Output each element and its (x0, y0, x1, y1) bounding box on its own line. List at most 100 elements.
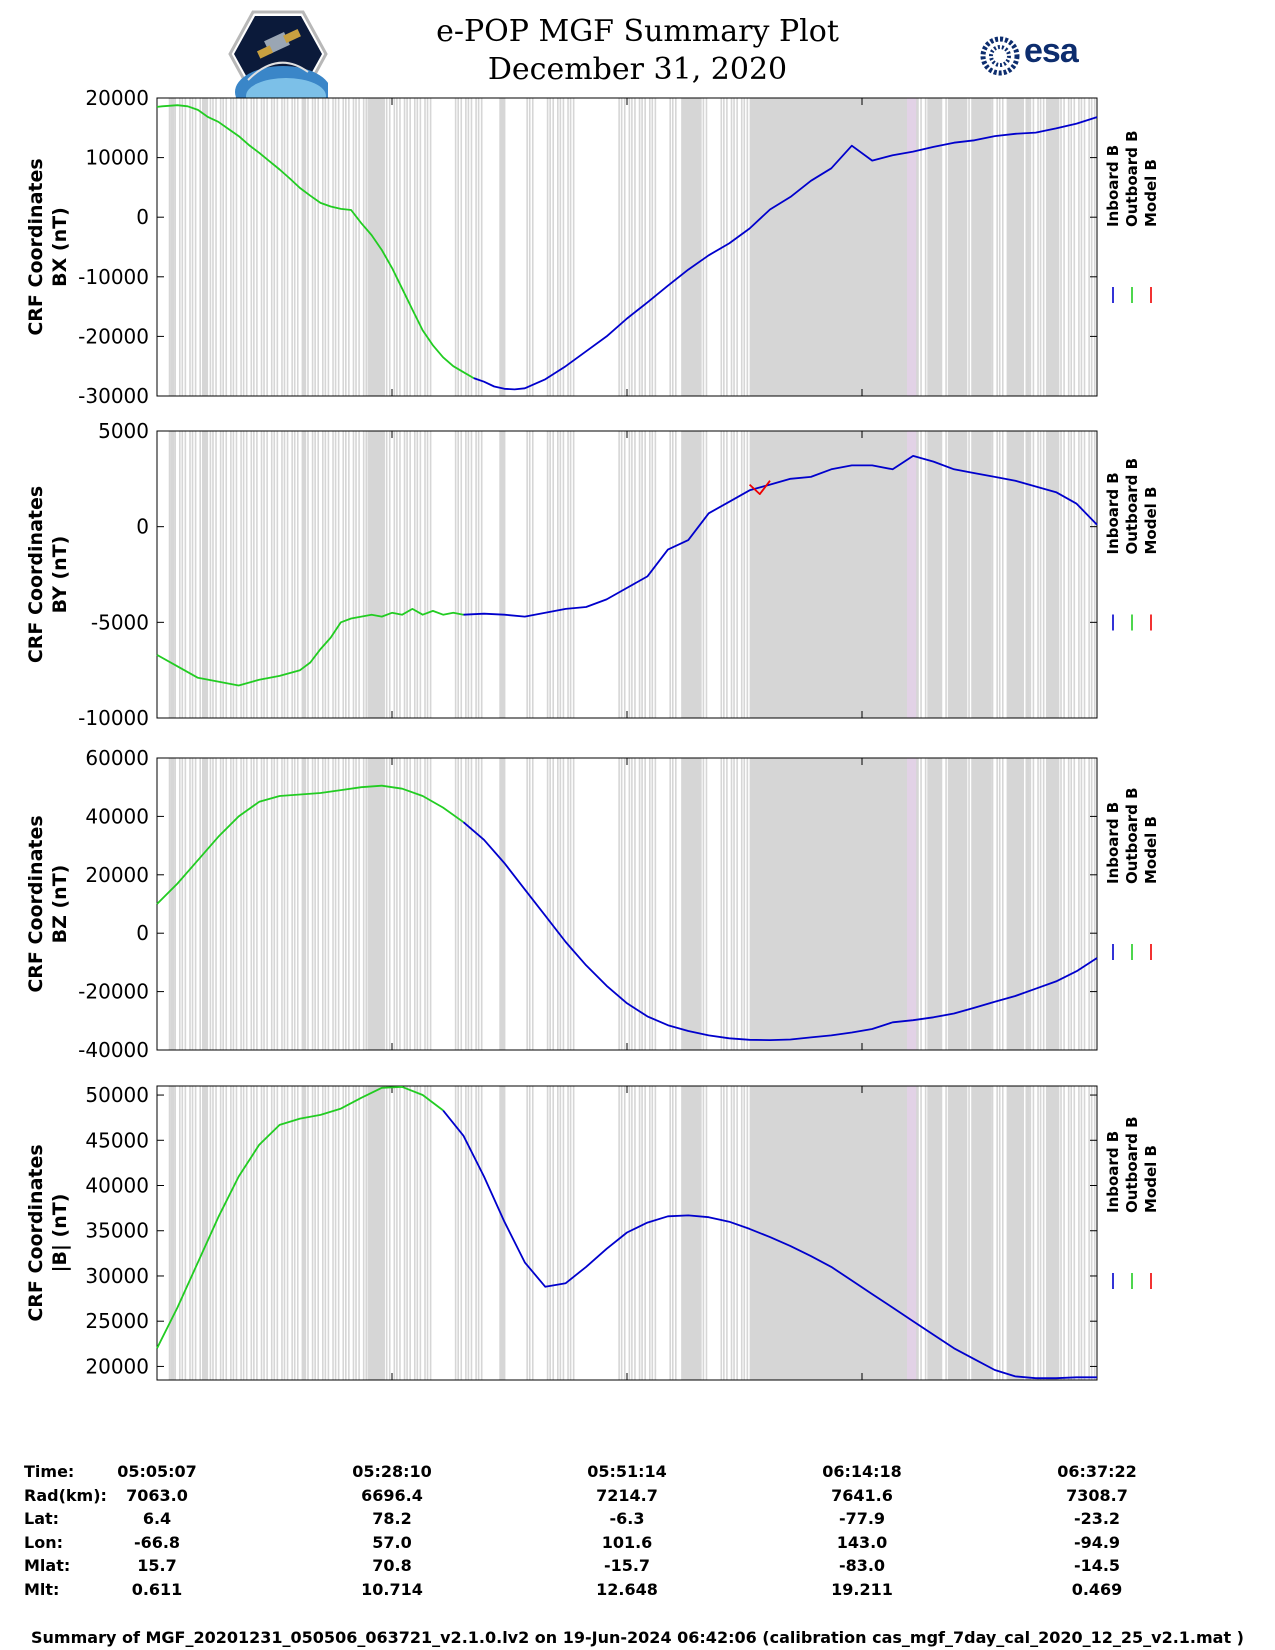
y-tick-label: 20000 (85, 863, 149, 887)
info-value: 6.4 (142, 1509, 172, 1529)
outboard-b-series (156, 104, 475, 379)
model-b-series (748, 480, 771, 496)
y-axis-label: CRF Coordinates (25, 1144, 47, 1321)
info-value: 06:14:18 (822, 1462, 902, 1481)
panel-1: 20000 10000 0 -10000 -20000 -30000 CRF Coordin… (25, 86, 1160, 408)
y-axis-unit-label: |B| (nT) (49, 1194, 71, 1273)
data-gap-shading (168, 431, 1096, 718)
y-axis-label: CRF Coordinates (25, 486, 47, 663)
legend-label: Inboard B (1104, 145, 1122, 227)
info-value: 19.211 (831, 1580, 893, 1599)
info-value: 78.2 (372, 1509, 412, 1529)
y-tick-label: 5000 (98, 419, 149, 443)
info-value: 7214.7 (596, 1485, 658, 1505)
legend-label: Outboard B (1123, 130, 1141, 227)
legend-label: Inboard B (1104, 1131, 1122, 1213)
info-value: -15.7 (603, 1556, 651, 1576)
info-row: Lat: 6.4 78.2 -6.3 -77.9 -23.2 (0, 1509, 1275, 1533)
esa-logo-mark (980, 36, 1020, 76)
legend-label: Outboard B (1123, 1116, 1141, 1213)
inboard-b-series (442, 1109, 1097, 1380)
y-axis-unit-label: BX (nT) (49, 207, 71, 287)
y-tick-label: -20000 (78, 324, 149, 348)
info-value: -6.3 (609, 1509, 645, 1529)
legend-label: Inboard B (1104, 802, 1122, 884)
legend-label: Model B (1142, 1145, 1160, 1213)
y-tick-label: 40000 (85, 1174, 149, 1198)
y-axis-unit-label: BZ (nT) (49, 865, 71, 944)
info-value: 15.7 (137, 1556, 177, 1576)
info-value: 143.0 (836, 1532, 888, 1552)
data-gap-shading (168, 758, 1096, 1050)
y-tick-label: 45000 (85, 1128, 149, 1152)
info-label: Lon: (24, 1532, 63, 1552)
y-tick-label: -30000 (78, 384, 149, 408)
y-tick-label: 50000 (85, 1083, 149, 1107)
epop-mission-logo (228, 10, 328, 98)
info-value: -94.9 (1073, 1532, 1121, 1552)
info-value: 12.648 (596, 1580, 658, 1599)
info-value: 05:05:07 (117, 1462, 197, 1481)
y-axis-label: CRF Coordinates (25, 815, 47, 992)
plot-date: December 31, 2020 (487, 52, 788, 87)
info-value: -23.2 (1073, 1509, 1121, 1529)
y-tick-label: 20000 (85, 86, 149, 110)
info-value: 10.714 (361, 1580, 423, 1599)
orbit-info-table: Time: 05:05:07 05:28:10 05:51:14 06:14:18 06:… (0, 1462, 1275, 1622)
legend-label: Model B (1142, 159, 1160, 227)
y-tick-label: -10000 (78, 706, 149, 730)
y-axis-label: CRF Coordinates (25, 158, 47, 335)
info-value: 05:28:10 (352, 1462, 432, 1481)
outboard-b-series (156, 608, 464, 687)
esa-wordmark: esa (1024, 32, 1079, 70)
y-tick-label: 25000 (85, 1309, 149, 1333)
y-tick-label: 30000 (85, 1264, 149, 1288)
inboard-b-series (473, 116, 1098, 391)
info-value: 101.6 (601, 1532, 653, 1552)
info-label: Rad(km): (24, 1485, 107, 1505)
summary-footer: Summary of MGF_20201231_050506_063721_v2… (31, 1628, 1244, 1647)
legend-label: Model B (1142, 816, 1160, 884)
info-value: -66.8 (133, 1532, 181, 1552)
info-value: 0.469 (1071, 1580, 1123, 1599)
y-tick-label: 10000 (85, 146, 149, 170)
info-label: Mlat: (24, 1556, 71, 1576)
info-label: Lat: (24, 1509, 60, 1529)
y-tick-label: 0 (136, 205, 149, 229)
info-value: -83.0 (838, 1556, 886, 1576)
y-tick-label: -20000 (78, 980, 149, 1004)
info-value: 70.8 (372, 1556, 412, 1576)
info-value: -14.5 (1073, 1556, 1121, 1576)
info-value: 06:37:22 (1057, 1462, 1137, 1481)
legend-label: Inboard B (1104, 472, 1122, 554)
y-tick-label: 40000 (85, 804, 149, 828)
mgf-summary-plots: 20000 10000 0 -10000 -20000 -30000 CRF Coordin… (25, 86, 1160, 1381)
info-value: 57.0 (372, 1532, 412, 1552)
info-label: Time: (24, 1462, 75, 1481)
panel-2: 5000 0 -5000 -10000 CRF Coordinates BY (nT) In… (25, 419, 1160, 730)
info-row: Mlat: 15.7 70.8 -15.7 -83.0 -14.5 (0, 1556, 1275, 1580)
legend-label: Outboard B (1123, 458, 1141, 555)
data-gap-shading (168, 1086, 1096, 1380)
legend-label: Model B (1142, 487, 1160, 555)
data-gap-shading (168, 98, 1096, 396)
y-tick-label: 20000 (85, 1354, 149, 1378)
legend-label: Outboard B (1123, 787, 1141, 884)
info-value: 05:51:14 (587, 1462, 667, 1481)
panel-3: 60000 40000 20000 0 -20000 -40000 CRF Coordina… (25, 746, 1160, 1062)
outboard-b-series (156, 784, 465, 905)
info-value: 0.611 (131, 1580, 183, 1599)
info-value: 7308.7 (1066, 1485, 1128, 1505)
inboard-b-series (462, 821, 1098, 1041)
inboard-b-series (463, 454, 1098, 618)
y-tick-label: -5000 (91, 610, 149, 634)
info-row: Lon: -66.8 57.0 101.6 143.0 -94.9 (0, 1533, 1275, 1557)
y-tick-label: 60000 (85, 746, 149, 770)
y-tick-label: 0 (136, 515, 149, 539)
info-value: 6696.4 (361, 1485, 423, 1505)
plot-title: e-POP MGF Summary Plot (436, 14, 839, 49)
y-tick-label: 35000 (85, 1219, 149, 1243)
y-tick-label: -40000 (78, 1038, 149, 1062)
info-row: Rad(km): 7063.0 6696.4 7214.7 7641.6 7308.7 (0, 1486, 1275, 1510)
info-label: Mlt: (24, 1580, 60, 1599)
